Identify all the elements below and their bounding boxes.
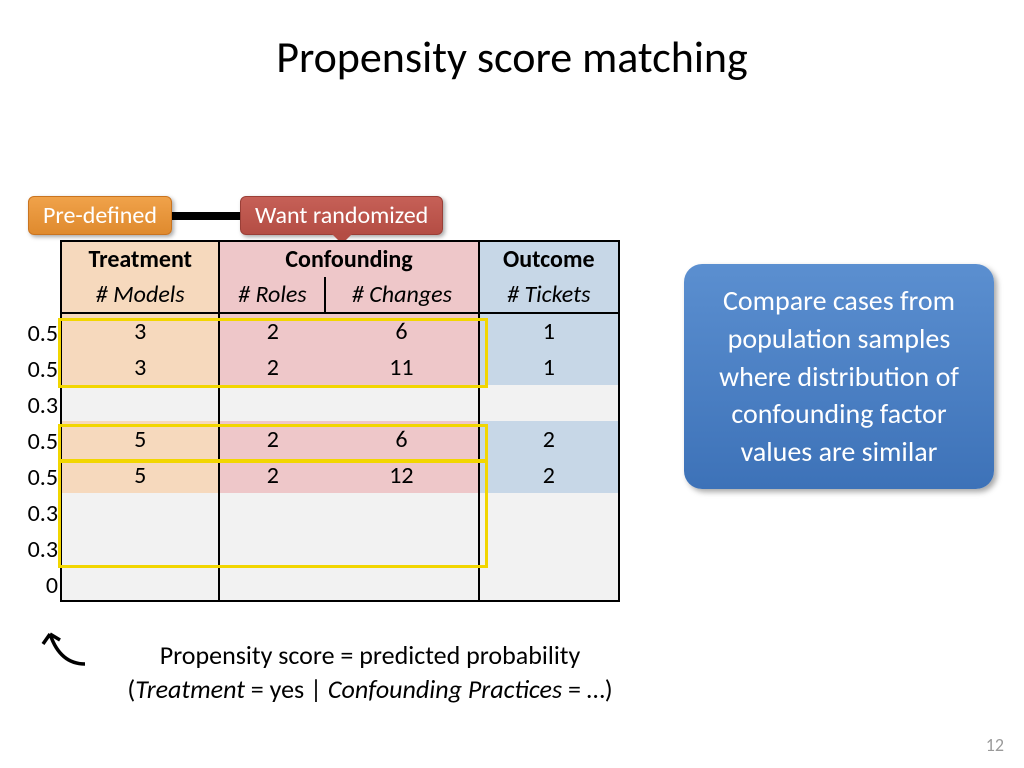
table-cell: 12	[325, 457, 478, 493]
propensity-value: 0.5	[10, 460, 58, 496]
table-cell: 6	[325, 421, 478, 457]
col-header-outcome: Outcome	[479, 241, 619, 277]
propensity-value: 0.3	[10, 496, 58, 532]
propensity-value: 0.5	[10, 316, 58, 352]
col-sub-roles: # Roles	[219, 277, 325, 313]
table-cell: 5	[61, 421, 219, 457]
caption-confounding: Confounding Practices	[328, 673, 562, 705]
propensity-score-column: 0.50.50.30.50.50.30.30	[10, 316, 58, 604]
table-cell	[325, 529, 478, 565]
table-cell	[479, 565, 619, 601]
table-cell: 2	[219, 457, 325, 493]
table-cell: 2	[219, 349, 325, 385]
caption: Propensity score = predicted probability…	[90, 639, 650, 707]
col-sub-tickets: # Tickets	[479, 277, 619, 313]
sidebar-explanation-box: Compare cases from population samples wh…	[684, 264, 994, 489]
table-cell	[219, 385, 325, 421]
table-cell: 1	[479, 349, 619, 385]
propensity-value: 0.3	[10, 532, 58, 568]
caption-treatment: Treatment	[135, 673, 245, 705]
table-cell: 2	[479, 421, 619, 457]
data-table-wrap: Treatment Confounding Outcome # Models #…	[60, 240, 620, 602]
table-cell: 6	[325, 313, 478, 349]
col-header-treatment: Treatment	[61, 241, 219, 277]
col-header-confounding: Confounding	[219, 241, 478, 277]
slide-body: Pre-defined Want randomized 0.50.50.30.5…	[0, 84, 1024, 684]
table-cell	[325, 493, 478, 529]
table-row	[61, 565, 619, 601]
table-cell	[219, 493, 325, 529]
table-cell	[219, 529, 325, 565]
propensity-value: 0.3	[10, 388, 58, 424]
col-sub-models: # Models	[61, 277, 219, 313]
table-cell: 3	[61, 349, 219, 385]
data-table: Treatment Confounding Outcome # Models #…	[60, 240, 620, 602]
propensity-value: 0.5	[10, 424, 58, 460]
table-cell	[61, 529, 219, 565]
caption-paren-close: = …)	[562, 673, 613, 705]
table-row: 52122	[61, 457, 619, 493]
tag-connector	[160, 212, 250, 220]
page-number: 12	[986, 734, 1004, 756]
table-cell	[479, 493, 619, 529]
propensity-value: 0	[10, 568, 58, 604]
table-row	[61, 385, 619, 421]
table-cell: 5	[61, 457, 219, 493]
table-cell	[61, 493, 219, 529]
table-cell: 2	[479, 457, 619, 493]
table-row	[61, 529, 619, 565]
slide-title: Propensity score matching	[0, 0, 1024, 84]
table-row: 32111	[61, 349, 619, 385]
caption-mid: = yes |	[245, 673, 328, 705]
table-row: 5262	[61, 421, 619, 457]
table-cell	[325, 385, 478, 421]
table-cell: 1	[479, 313, 619, 349]
table-cell	[325, 565, 478, 601]
table-row: 3261	[61, 313, 619, 349]
table-cell	[479, 385, 619, 421]
tag-randomized: Want randomized	[240, 196, 443, 235]
table-row	[61, 493, 619, 529]
table-cell	[61, 385, 219, 421]
table-cell	[219, 565, 325, 601]
table-cell: 2	[219, 421, 325, 457]
table-cell: 2	[219, 313, 325, 349]
table-body: 326132111526252122	[61, 313, 619, 601]
propensity-value: 0.5	[10, 352, 58, 388]
col-sub-changes: # Changes	[325, 277, 478, 313]
tag-predefined: Pre-defined	[28, 196, 172, 235]
caption-line1: Propensity score = predicted probability	[160, 639, 581, 671]
table-cell	[61, 565, 219, 601]
table-cell	[479, 529, 619, 565]
table-cell: 3	[61, 313, 219, 349]
table-cell: 11	[325, 349, 478, 385]
